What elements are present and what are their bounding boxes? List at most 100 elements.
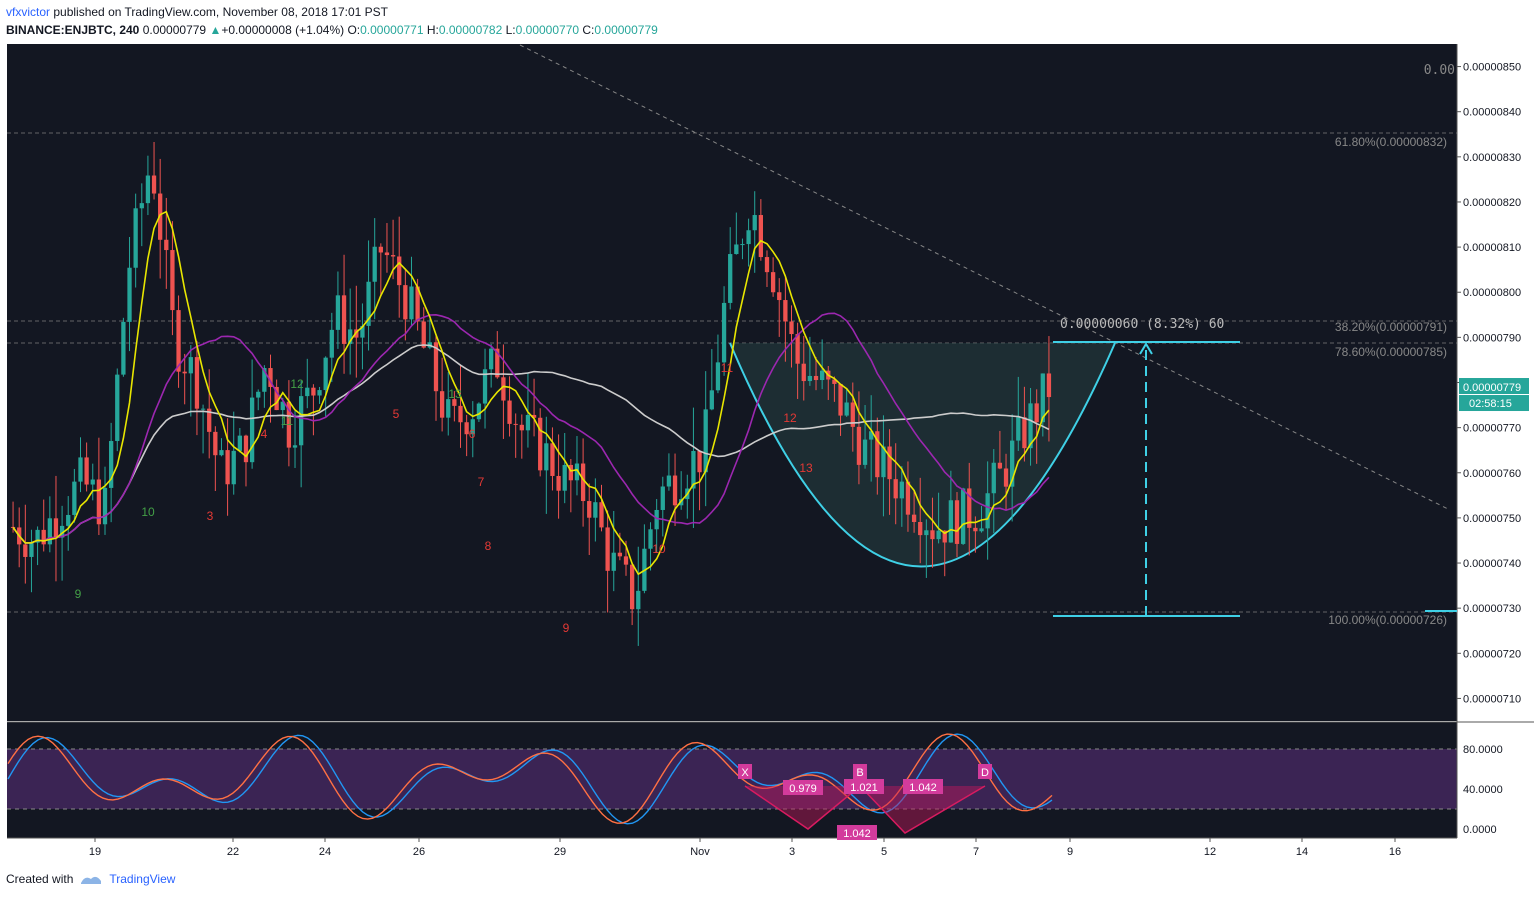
- harmonic-ratio-bg: [837, 825, 877, 840]
- price-tick-label: 0.00000730: [1463, 603, 1521, 615]
- candle-body: [127, 267, 132, 322]
- candle-body: [476, 403, 482, 420]
- candle-body: [715, 362, 721, 391]
- candle-body: [562, 464, 567, 491]
- symbol-label[interactable]: BINANCE:ENJBTC, 240: [6, 23, 140, 37]
- time-tick-label: 12: [1204, 846, 1216, 858]
- candle-body: [237, 435, 242, 451]
- td-sell-count: 7: [478, 475, 485, 489]
- candle-body: [862, 439, 868, 465]
- candle-body: [985, 493, 990, 529]
- open-value: 0.00000771: [360, 23, 424, 37]
- price-tick-label: 0.00000710: [1463, 693, 1521, 705]
- candle-body: [219, 450, 224, 456]
- candles-group: [10, 141, 1052, 646]
- candle-body: [188, 357, 193, 374]
- candle-body: [489, 348, 494, 370]
- candle-body: [544, 443, 549, 471]
- fib-label: 100.00%(0.00000726): [1328, 613, 1447, 627]
- price-tick-label: 0.00000760: [1463, 468, 1521, 480]
- candle-body: [139, 203, 144, 209]
- fib-label: 38.20%(0.00000791): [1335, 320, 1447, 334]
- author-link[interactable]: vfxvictor: [6, 5, 51, 19]
- candle-body: [525, 414, 531, 431]
- td-buy-count: 11: [281, 414, 294, 428]
- candle-body: [531, 414, 537, 418]
- tradingview-brand-link[interactable]: TradingView: [109, 872, 176, 886]
- candle-body: [66, 514, 71, 526]
- candle-body: [1022, 417, 1027, 449]
- candle-body: [194, 357, 200, 409]
- td-sell-count: 12: [783, 411, 797, 425]
- measure-label: 0.00000060 (8.32%) 60: [1060, 317, 1224, 332]
- candle-body: [47, 518, 52, 545]
- high-value: 0.00000782: [438, 23, 503, 37]
- candle-body: [574, 463, 580, 481]
- candle-body: [243, 435, 249, 463]
- price-tick-label: 0.00000820: [1463, 197, 1521, 209]
- osc-tick-label: 0.0000: [1463, 824, 1497, 836]
- candle-body: [341, 295, 347, 344]
- candle-body: [838, 383, 843, 416]
- low-value: 0.00000770: [515, 23, 580, 37]
- candle-body: [231, 450, 236, 485]
- candle-body: [372, 246, 377, 282]
- candle-body: [280, 401, 285, 411]
- candle-body: [580, 463, 586, 502]
- candle-body: [78, 457, 83, 482]
- candle-body: [691, 450, 696, 489]
- candle-body: [348, 329, 353, 344]
- price-tick-label: 0.00000800: [1463, 287, 1521, 299]
- candle-body: [329, 329, 334, 358]
- candle-body: [911, 514, 917, 523]
- td-sell-count: 13: [799, 461, 813, 475]
- candle-body: [108, 441, 114, 488]
- fib-label: 0.00: [1424, 63, 1455, 78]
- td-buy-count: 9: [75, 587, 82, 601]
- price-tick-label: 0.00000840: [1463, 107, 1521, 119]
- candle-body: [299, 396, 304, 446]
- harmonic-point-label: B: [856, 767, 863, 779]
- candle-body: [672, 475, 678, 506]
- last-price-tag-bg: [1459, 378, 1529, 395]
- td-buy-count: 13: [448, 387, 462, 401]
- time-tick-label: 29: [554, 846, 566, 858]
- candle-body: [390, 255, 396, 257]
- td-sell-count: 8: [485, 539, 492, 553]
- harmonic-point-bg: [978, 764, 992, 779]
- td-sell-count: 9: [563, 621, 570, 635]
- candle-body: [452, 399, 457, 406]
- candle-body: [936, 530, 941, 540]
- candle-body: [654, 509, 659, 530]
- candle-body: [666, 475, 672, 487]
- candle-body: [954, 500, 960, 544]
- time-tick-label: 22: [227, 846, 239, 858]
- candle-body: [292, 445, 298, 448]
- ma-mid-line: [12, 312, 1050, 544]
- candle-body: [997, 462, 1003, 469]
- up-arrow-icon: ▲: [209, 23, 222, 37]
- td-sell-count: 3: [207, 509, 214, 523]
- fib-label: 61.80%(0.00000832): [1335, 135, 1447, 149]
- measure-arrow-icon: [1139, 342, 1153, 355]
- harmonic-point-bg: [853, 764, 867, 779]
- candle-body: [323, 357, 328, 391]
- ma-fast-line: [12, 210, 1050, 576]
- candle-body: [513, 423, 518, 425]
- td-sell-count: 5: [393, 407, 400, 421]
- open-label: O:: [347, 23, 361, 37]
- candle-body: [899, 481, 904, 499]
- candle-body: [366, 281, 371, 326]
- candle-body: [734, 244, 739, 255]
- harmonic-ratio-label: 0.979: [789, 783, 817, 795]
- candle-body: [770, 272, 776, 293]
- candle-body: [397, 256, 402, 286]
- countdown-tag: 02:58:15: [1469, 398, 1512, 410]
- candle-body: [856, 426, 862, 465]
- candle-body: [311, 387, 316, 396]
- candle-body: [360, 325, 365, 338]
- stoch-k-line: [7, 733, 1053, 825]
- descending-trendline: [519, 44, 1451, 511]
- candle-body: [893, 479, 898, 499]
